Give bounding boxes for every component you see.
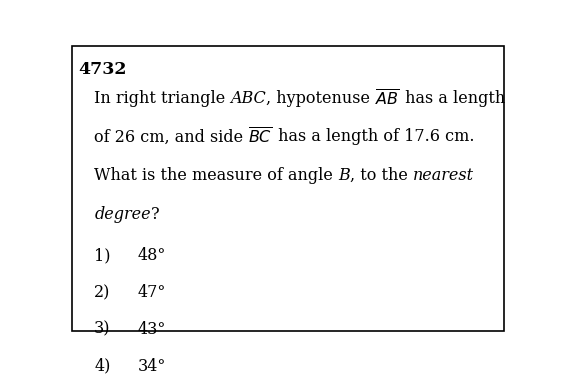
- Text: $\overline{AB}$: $\overline{AB}$: [375, 89, 400, 110]
- Text: has a length: has a length: [400, 89, 505, 107]
- Text: 3): 3): [94, 321, 111, 338]
- Text: B: B: [338, 167, 350, 184]
- Text: nearest: nearest: [413, 167, 474, 184]
- Text: 34°: 34°: [138, 358, 166, 374]
- Text: What is the measure of angle: What is the measure of angle: [94, 167, 338, 184]
- Text: 1): 1): [94, 247, 111, 264]
- Text: of 26 cm, and side: of 26 cm, and side: [94, 128, 248, 145]
- Text: degree: degree: [94, 206, 151, 223]
- Text: In right triangle: In right triangle: [94, 89, 230, 107]
- Text: 48°: 48°: [138, 247, 166, 264]
- Text: has a length of 17.6 cm.: has a length of 17.6 cm.: [273, 128, 474, 145]
- Text: ABC: ABC: [230, 89, 266, 107]
- Text: 4): 4): [94, 358, 111, 374]
- Text: 47°: 47°: [138, 284, 166, 301]
- Text: , to the: , to the: [350, 167, 413, 184]
- FancyBboxPatch shape: [72, 46, 504, 331]
- Text: 43°: 43°: [138, 321, 166, 338]
- Text: ?: ?: [151, 206, 160, 223]
- Text: $\overline{BC}$: $\overline{BC}$: [248, 128, 273, 148]
- Text: 2): 2): [94, 284, 111, 301]
- Text: 4732: 4732: [78, 61, 126, 78]
- Text: , hypotenuse: , hypotenuse: [266, 89, 375, 107]
